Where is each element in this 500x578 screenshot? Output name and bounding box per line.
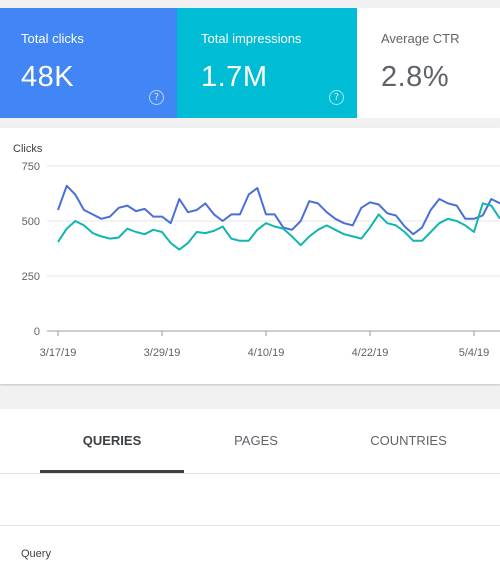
chart-svg: Clicks 750 500 250 0 3/17/19 3/29/19 4/10/19 4… xyxy=(13,143,500,359)
x-tick-label: 4/10/19 xyxy=(248,347,285,359)
y-tick-label: 250 xyxy=(22,271,40,283)
dimension-tabs: QUERIES PAGES COUNTRIES xyxy=(0,409,500,474)
tab-queries[interactable]: QUERIES xyxy=(82,433,142,448)
y-tick-label: 0 xyxy=(34,326,40,338)
tab-countries[interactable]: COUNTRIES xyxy=(370,433,447,448)
x-axis-ticks: 3/17/19 3/29/19 4/10/19 4/22/19 5/4/19 xyxy=(40,331,490,359)
x-tick-label: 3/17/19 xyxy=(40,347,77,359)
x-tick-label: 3/29/19 xyxy=(144,347,181,359)
total-impressions-label: Total impressions xyxy=(201,31,302,46)
x-tick-label: 4/22/19 xyxy=(352,347,389,359)
query-column-header[interactable]: Query xyxy=(21,548,51,560)
y-tick-label: 500 xyxy=(22,216,40,228)
total-clicks-value: 48K xyxy=(21,61,75,93)
total-impressions-value: 1.7M xyxy=(201,61,268,93)
x-tick-label: 5/4/19 xyxy=(459,347,490,359)
y-axis-ticks: 750 500 250 0 xyxy=(22,161,40,338)
impressions-series-line xyxy=(57,202,500,251)
y-tick-label: 750 xyxy=(22,161,40,173)
average-ctr-value: 2.8% xyxy=(381,61,450,93)
table-divider xyxy=(0,525,500,526)
tab-pages[interactable]: PAGES xyxy=(234,433,278,448)
performance-chart: Clicks 750 500 250 0 3/17/19 3/29/19 4/10/19 4… xyxy=(0,128,500,384)
chart-grid xyxy=(47,165,500,332)
total-clicks-label: Total clicks xyxy=(21,31,84,46)
help-circle-icon[interactable]: ? xyxy=(329,90,344,105)
total-clicks-card[interactable]: Total clicks 48K ? xyxy=(0,8,177,118)
average-ctr-label: Average CTR xyxy=(381,31,460,46)
metric-cards: Total clicks 48K ? Total impressions 1.7… xyxy=(0,8,500,118)
total-impressions-card[interactable]: Total impressions 1.7M ? xyxy=(177,8,357,118)
chart-series xyxy=(57,184,500,251)
results-panel: QUERIES PAGES COUNTRIES Query xyxy=(0,409,500,578)
clicks-series-line xyxy=(57,184,500,236)
average-ctr-card[interactable]: Average CTR 2.8% xyxy=(357,8,500,118)
help-circle-icon[interactable]: ? xyxy=(149,90,164,105)
y-axis-label: Clicks xyxy=(13,143,43,155)
active-tab-indicator xyxy=(40,470,184,473)
